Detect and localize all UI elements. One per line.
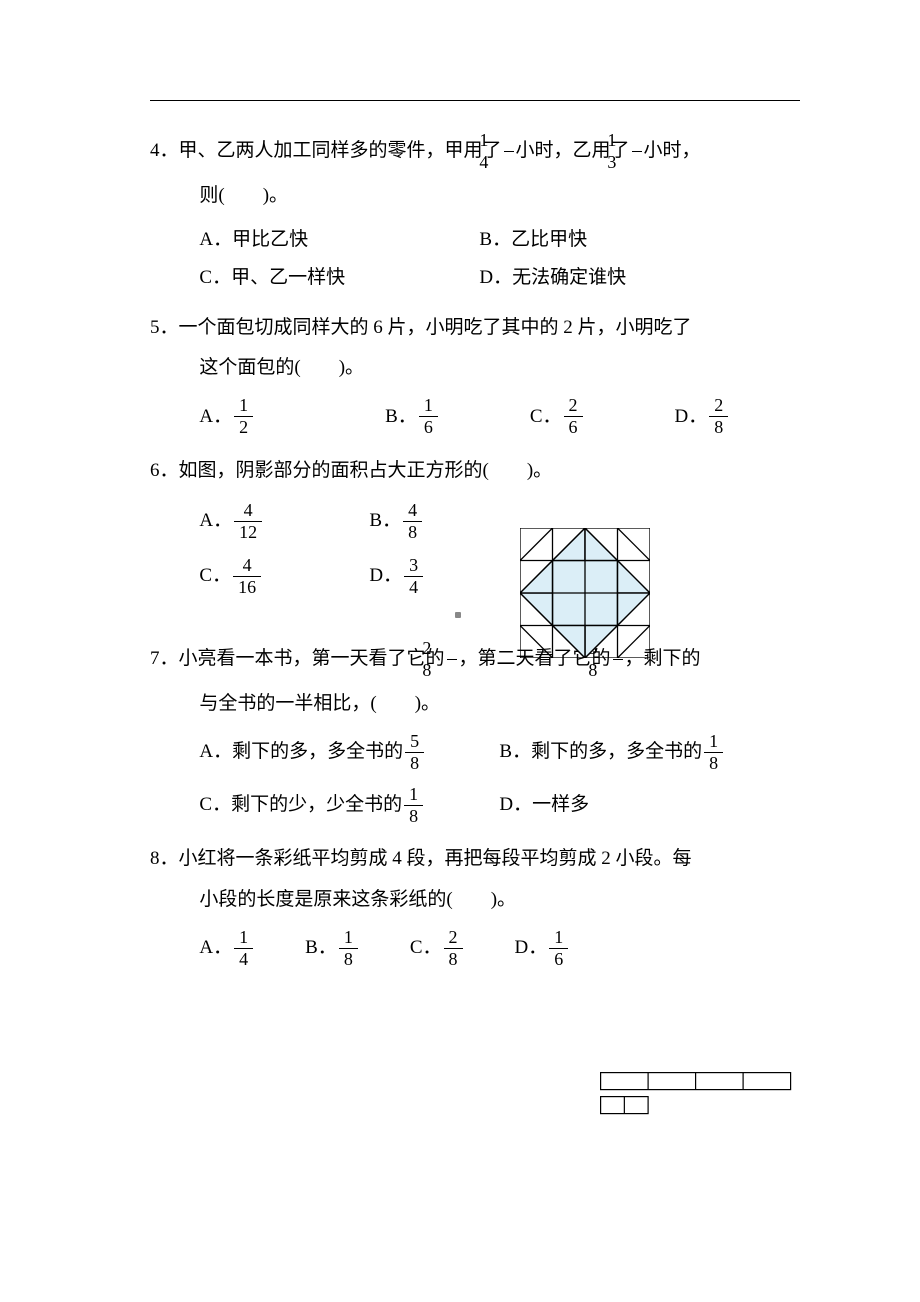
q4-opt-d[interactable]: D．无法确定谁快 [479,260,626,296]
q5-frac-b: 16 [419,394,438,439]
q4-stem: 4．甲、乙两人加工同样多的零件，甲用了14小时，乙用了13小时， [150,129,800,174]
page: 4．甲、乙两人加工同样多的零件，甲用了14小时，乙用了13小时， 则( )。 A… [0,0,920,1302]
q8-cont: 小段的长度是原来这条彩纸的( )。 [150,882,800,918]
q6-frac-c: 416 [233,554,261,599]
q8-diagram [600,1072,800,1120]
q5-opt-a[interactable]: A．12 [199,394,255,439]
q7-frac-1: 28 [447,637,457,682]
q8-frac-c: 28 [444,926,463,971]
q7-number: 7． [150,648,179,669]
q6-frac-b: 48 [403,499,422,544]
q4-frac-2: 13 [632,129,642,174]
q8-stem: 8．小红将一条彩纸平均剪成 4 段，再把每段平均剪成 2 小段。每 [150,841,800,877]
question-7: 7．小亮看一本书，第一天看了它的28，第二天看了它的38，剩下的 与全书的一半相… [150,637,800,827]
q5-cont: 这个面包的( )。 [150,350,800,386]
q4-text-c: 小时， [644,140,701,161]
q7-opt-d[interactable]: D．一样多 [499,787,589,823]
q7-opt-b[interactable]: B．剩下的多，多全书的18 [499,730,725,775]
q6-options: A．412 B．48 C．416 D．34 [150,499,800,599]
question-4: 4．甲、乙两人加工同样多的零件，甲用了14小时，乙用了13小时， 则( )。 A… [150,129,800,296]
q5-text: 一个面包切成同样大的 6 片，小明吃了其中的 2 片，小明吃了 [179,317,692,338]
q5-opt-b[interactable]: B．16 [385,394,440,439]
q6-diagram [520,528,650,658]
q8-text: 小红将一条彩纸平均剪成 4 段，再把每段平均剪成 2 小段。每 [179,848,692,869]
q8-opt-a[interactable]: A．14 [199,926,255,971]
q4-opt-a[interactable]: A．甲比乙快 [199,222,479,258]
q5-options: A．12 B．16 C．26 D．28 [150,394,800,439]
q5-frac-c: 26 [564,394,583,439]
q7-cont: 与全书的一半相比，( )。 [150,686,800,722]
q6-frac-d: 34 [404,554,423,599]
q7-options: A．剩下的多，多全书的58 B．剩下的多，多全书的18 C．剩下的少，少全书的1… [150,730,800,828]
question-5: 5．一个面包切成同样大的 6 片，小明吃了其中的 2 片，小明吃了 这个面包的(… [150,310,800,439]
q6-number: 6． [150,460,179,481]
q5-frac-a: 12 [234,394,253,439]
q7-opt-a[interactable]: A．剩下的多，多全书的58 [199,730,499,775]
q8-frac-b: 18 [339,926,358,971]
q6-opt-a[interactable]: A．412 [199,499,369,544]
q6-opt-d[interactable]: D．34 [369,554,425,599]
q6-frac-a: 412 [234,499,262,544]
q6-opt-c[interactable]: C．416 [199,554,369,599]
q8-frac-d: 16 [549,926,568,971]
q7-frac-b: 18 [704,730,723,775]
q8-number: 8． [150,848,179,869]
q7-frac-c: 18 [404,783,423,828]
q5-opt-d[interactable]: D．28 [675,394,731,439]
q8-opt-d[interactable]: D．16 [515,926,571,971]
q4-opt-c[interactable]: C．甲、乙一样快 [199,260,479,296]
q5-frac-d: 28 [709,394,728,439]
q7-frac-a: 58 [405,730,424,775]
q6-text: 如图，阴影部分的面积占大正方形的( )。 [179,460,553,481]
q4-text-a: 甲、乙两人加工同样多的零件，甲用了 [179,140,502,161]
q4-frac-1: 14 [504,129,514,174]
question-8: 8．小红将一条彩纸平均剪成 4 段，再把每段平均剪成 2 小段。每 小段的长度是… [150,841,800,970]
question-6: 6．如图，阴影部分的面积占大正方形的( )。 A．412 B．48 C．416 … [150,453,800,623]
q7-text-a: 小亮看一本书，第一天看了它的 [179,648,445,669]
header-rule [150,100,800,101]
q8-opt-b[interactable]: B．18 [305,926,360,971]
q7-opt-c[interactable]: C．剩下的少，少全书的18 [199,783,499,828]
q5-number: 5． [150,317,179,338]
q4-opt-b[interactable]: B．乙比甲快 [479,222,587,258]
q8-frac-a: 14 [234,926,253,971]
q8-opt-c[interactable]: C．28 [410,926,465,971]
q6-stem: 6．如图，阴影部分的面积占大正方形的( )。 [150,453,800,489]
q4-number: 4． [150,140,179,161]
q4-cont: 则( )。 [150,178,800,214]
q5-opt-c[interactable]: C．26 [530,394,585,439]
q8-options: A．14 B．18 C．28 D．16 [150,926,800,971]
q5-stem: 5．一个面包切成同样大的 6 片，小明吃了其中的 2 片，小明吃了 [150,310,800,346]
q7-stem: 7．小亮看一本书，第一天看了它的28，第二天看了它的38，剩下的 [150,637,800,682]
square-bullet-icon [455,612,461,618]
q4-options: A．甲比乙快 B．乙比甲快 C．甲、乙一样快 D．无法确定谁快 [150,222,800,296]
q6-opt-b[interactable]: B．48 [369,499,424,544]
